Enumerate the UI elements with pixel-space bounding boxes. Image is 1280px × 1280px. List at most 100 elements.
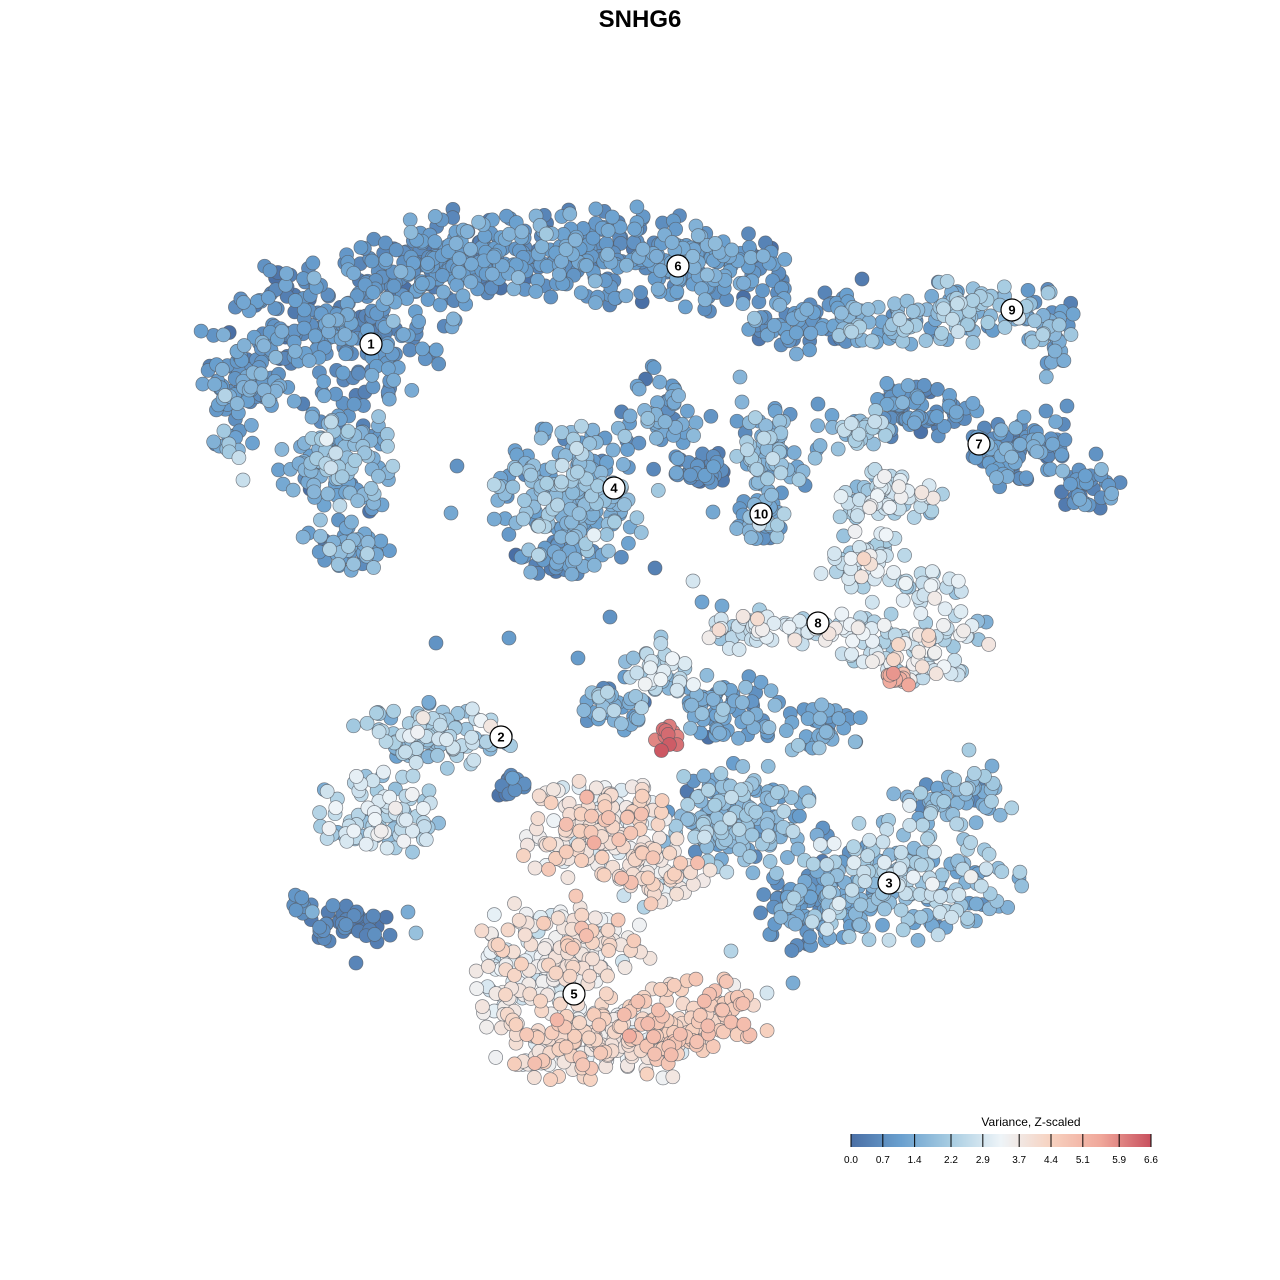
cell-point: [321, 313, 337, 329]
cell-point: [602, 609, 618, 625]
cell-point: [700, 1018, 716, 1034]
cell-point: [791, 472, 807, 488]
cell-point: [654, 743, 669, 758]
cell-point: [646, 360, 662, 376]
cell-point: [319, 431, 334, 447]
cell-point: [814, 697, 830, 713]
cell-point: [415, 801, 431, 816]
cell-point: [1063, 476, 1078, 492]
cell-point: [680, 797, 696, 812]
cell-point: [781, 619, 797, 635]
cell-point: [587, 273, 603, 289]
cell-point: [744, 827, 760, 843]
cell-point: [877, 469, 892, 484]
cell-point: [403, 224, 419, 240]
cell-point: [820, 872, 835, 888]
cell-point: [287, 343, 303, 359]
cell-point: [1014, 878, 1030, 894]
cell-point: [629, 199, 645, 215]
cell-point: [519, 1027, 535, 1043]
cell-point: [881, 932, 897, 948]
cell-point: [574, 853, 589, 868]
cell-point: [631, 435, 647, 451]
cell-point: [646, 461, 661, 477]
cell-point: [844, 646, 859, 662]
cell-point: [601, 543, 616, 559]
cell-point: [405, 844, 420, 860]
cell-point: [760, 758, 776, 774]
cell-point: [1057, 432, 1073, 448]
cell-point: [393, 264, 409, 279]
cell-point: [830, 441, 846, 457]
cell-point: [832, 509, 848, 525]
cell-point: [966, 766, 982, 781]
cluster-label-6: 6: [666, 254, 690, 278]
cell-point: [968, 815, 984, 831]
cell-point: [786, 890, 802, 906]
cell-point: [604, 209, 620, 225]
cell-point: [591, 1017, 607, 1033]
cell-point: [206, 434, 221, 450]
cell-point: [844, 324, 860, 340]
cell-point: [756, 430, 772, 446]
cell-point: [642, 660, 658, 676]
cell-point: [236, 295, 251, 310]
cell-point: [371, 468, 386, 484]
cell-point: [610, 912, 626, 928]
cell-point: [1029, 444, 1045, 460]
cell-point: [891, 637, 906, 652]
cell-point: [647, 560, 663, 576]
cell-point: [378, 252, 394, 268]
cell-point: [877, 855, 892, 870]
cell-point: [1012, 437, 1028, 452]
cell-point: [733, 782, 749, 797]
cell-point: [688, 415, 704, 431]
cell-point: [543, 795, 559, 811]
cell-point: [523, 564, 539, 580]
cell-point: [600, 246, 616, 262]
cell-point: [690, 855, 705, 871]
cluster-label-text: 1: [367, 337, 374, 352]
cell-point: [773, 909, 789, 925]
cell-point: [654, 793, 670, 808]
cell-point: [469, 981, 485, 996]
cell-point: [564, 566, 580, 582]
cell-point: [769, 865, 784, 881]
cell-point: [742, 849, 758, 864]
cell-point: [268, 350, 284, 365]
cluster-label-10: 10: [749, 502, 773, 526]
cell-point: [414, 276, 430, 291]
cell-point: [965, 395, 981, 411]
cell-point: [851, 815, 867, 831]
cell-point: [857, 874, 873, 889]
cell-point: [760, 828, 776, 844]
cell-point: [924, 564, 940, 579]
cell-point: [451, 264, 467, 280]
cell-point: [902, 798, 917, 813]
cell-point: [759, 985, 775, 1001]
cell-point: [686, 677, 701, 692]
cell-point: [616, 1007, 632, 1023]
cell-point: [623, 825, 639, 841]
cell-point: [381, 391, 397, 407]
cell-point: [574, 907, 590, 923]
cell-point: [776, 506, 792, 522]
cell-point: [755, 248, 771, 264]
cell-point: [818, 724, 834, 740]
cell-point: [344, 514, 359, 530]
cell-point: [723, 1014, 739, 1030]
cell-point: [376, 764, 391, 780]
cell-point: [833, 489, 849, 504]
cell-point: [657, 414, 673, 430]
cell-point: [421, 783, 437, 799]
cell-point: [770, 785, 785, 801]
cell-point: [601, 943, 616, 958]
cell-point: [562, 206, 578, 222]
cell-point: [696, 768, 712, 784]
cell-point: [867, 414, 883, 429]
cell-point: [879, 822, 895, 837]
cell-point: [435, 268, 450, 283]
cell-point: [847, 734, 863, 750]
cell-point: [731, 730, 746, 746]
cell-point: [666, 977, 682, 993]
